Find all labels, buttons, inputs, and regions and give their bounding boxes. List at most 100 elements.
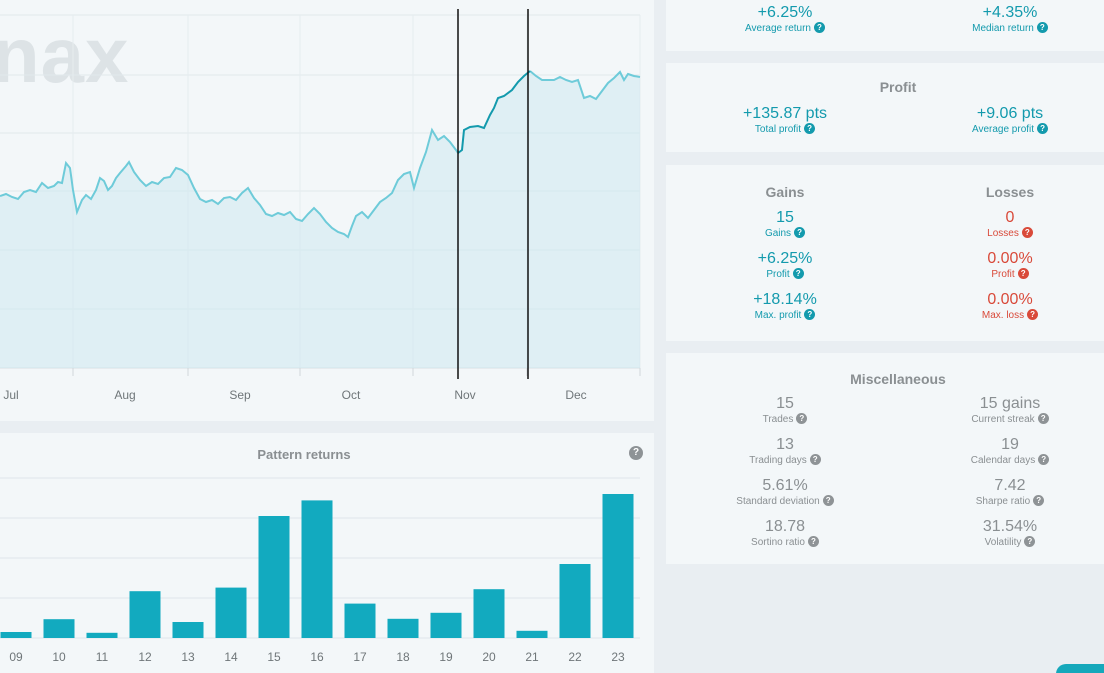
max-profit-stat: +18.14% Max. profit? — [675, 291, 895, 322]
gains-title: Gains — [765, 184, 805, 200]
help-icon[interactable]: ? — [796, 413, 808, 424]
pattern-returns-chart: 09 10 11 12 13 14 15 16 17 18 19 20 21 22 23 — [0, 477, 640, 664]
max-profit-label: Max. profit — [754, 310, 802, 321]
help-icon[interactable]: ? — [629, 446, 643, 460]
help-icon[interactable]: ? — [1036, 22, 1048, 33]
bar[interactable] — [301, 500, 333, 638]
average-return-value: +6.25% — [757, 4, 813, 21]
bar[interactable] — [215, 587, 247, 638]
current-streak-value: 15 gains — [979, 395, 1041, 412]
gains-profit-value: +6.25% — [757, 250, 813, 267]
volatility-stat: 31.54% Volatility? — [900, 518, 1104, 549]
sharpe-ratio-value: 7.42 — [994, 477, 1026, 494]
bar[interactable] — [602, 494, 634, 638]
profit-card: Profit +135.87 pts Total profit? +9.06 p… — [666, 63, 1104, 152]
help-icon[interactable]: ? — [1037, 123, 1049, 134]
price-chart[interactable]: Jul Aug Sep Oct Nov Dec — [0, 0, 654, 421]
x-tick-label: 21 — [525, 650, 539, 664]
x-tick-label: 19 — [439, 650, 453, 664]
average-return-label: Average return — [745, 23, 811, 34]
median-return-label: Median return — [972, 23, 1034, 34]
miscellaneous-card: Miscellaneous 15 Trades? 13 Trading days… — [666, 353, 1104, 564]
x-tick-label: 13 — [181, 650, 195, 664]
trades-label: Trades — [762, 414, 794, 425]
x-tick-label: 23 — [611, 650, 625, 664]
bar[interactable] — [344, 603, 376, 638]
help-icon[interactable]: ? — [1038, 454, 1050, 465]
gains-count-value: 15 — [776, 209, 794, 226]
trades-value: 15 — [776, 395, 794, 412]
help-icon[interactable]: ? — [809, 454, 821, 465]
gains-count-label: Gains — [764, 228, 792, 239]
x-tick-label: 18 — [396, 650, 410, 664]
calendar-days-label: Calendar days — [970, 455, 1036, 466]
sortino-ratio-stat: 18.78 Sortino ratio? — [675, 518, 895, 549]
losses-profit-label: Profit — [991, 269, 1015, 280]
help-icon[interactable]: ? — [804, 123, 816, 134]
feedback-tab[interactable] — [1056, 664, 1104, 673]
max-loss-label: Max. loss — [981, 310, 1025, 321]
help-icon[interactable]: ? — [1021, 227, 1033, 238]
calendar-days-stat: 19 Calendar days? — [900, 436, 1104, 467]
calendar-days-value: 19 — [1001, 436, 1019, 453]
trading-days-value: 13 — [776, 436, 794, 453]
price-chart-panel: nax Jul Aug Sep Oct Nov Dec — [0, 0, 654, 421]
price-area — [0, 71, 640, 368]
current-streak-stat: 15 gains Current streak? — [900, 395, 1104, 426]
average-profit-label: Average profit — [971, 124, 1035, 135]
help-icon[interactable]: ? — [807, 536, 819, 547]
help-icon[interactable]: ? — [1033, 495, 1045, 506]
help-icon[interactable]: ? — [1027, 309, 1039, 320]
standard-deviation-stat: 5.61% Standard deviation? — [675, 477, 895, 508]
sortino-ratio-label: Sortino ratio — [751, 537, 805, 548]
x-tick-label: Oct — [342, 388, 361, 402]
bar[interactable] — [473, 589, 505, 638]
max-profit-value: +18.14% — [753, 291, 817, 308]
help-icon[interactable]: ? — [1037, 413, 1049, 424]
bar[interactable] — [258, 516, 290, 638]
help-icon[interactable]: ? — [813, 22, 825, 33]
help-icon[interactable]: ? — [792, 268, 804, 279]
median-return-value: +4.35% — [982, 4, 1038, 21]
trading-days-label: Trading days — [749, 455, 807, 466]
bar[interactable] — [430, 612, 462, 638]
max-loss-stat: 0.00% Max. loss? — [900, 291, 1104, 322]
help-icon[interactable]: ? — [794, 227, 806, 238]
help-icon[interactable]: ? — [1017, 268, 1029, 279]
bar[interactable] — [129, 591, 161, 638]
bar[interactable] — [516, 630, 548, 638]
help-icon[interactable]: ? — [822, 495, 834, 506]
average-profit-stat: +9.06 pts Average profit? — [900, 105, 1104, 136]
standard-deviation-value: 5.61% — [762, 477, 808, 494]
bar[interactable] — [43, 619, 75, 638]
gains-profit-stat: +6.25% Profit? — [675, 250, 895, 281]
price-line-selected — [457, 70, 531, 154]
volatility-label: Volatility — [984, 537, 1022, 548]
max-loss-value: 0.00% — [987, 291, 1033, 308]
profit-title: Profit — [879, 79, 917, 95]
average-return-stat: +6.25% Average return? — [675, 4, 895, 35]
miscellaneous-title: Miscellaneous — [850, 371, 946, 387]
bar[interactable] — [0, 632, 32, 638]
gains-count-stat: 15 Gains? — [675, 209, 895, 240]
bar[interactable] — [172, 622, 204, 638]
x-tick-label: 12 — [138, 650, 152, 664]
bar[interactable] — [559, 564, 591, 638]
x-tick-label: 10 — [52, 650, 66, 664]
x-tick-label: 14 — [224, 650, 238, 664]
pattern-returns-panel: Pattern returns ? 09 10 11 12 13 14 15 16 17 18 19… — [0, 433, 654, 673]
average-profit-value: +9.06 pts — [976, 105, 1044, 122]
help-icon[interactable]: ? — [1024, 536, 1036, 547]
x-tick-label: 16 — [310, 650, 324, 664]
bar[interactable] — [86, 632, 118, 638]
losses-profit-stat: 0.00% Profit? — [900, 250, 1104, 281]
price-line — [0, 70, 641, 239]
bar[interactable] — [387, 618, 419, 638]
x-tick-label: Jul — [3, 388, 18, 402]
returns-card: +6.25% Average return? +4.35% Median ret… — [666, 0, 1104, 51]
pattern-returns-title: Pattern returns — [257, 447, 351, 462]
x-tick-label: 09 — [9, 650, 23, 664]
losses-count-label: Losses — [987, 228, 1019, 239]
losses-profit-value: 0.00% — [987, 250, 1033, 267]
help-icon[interactable]: ? — [804, 309, 816, 320]
